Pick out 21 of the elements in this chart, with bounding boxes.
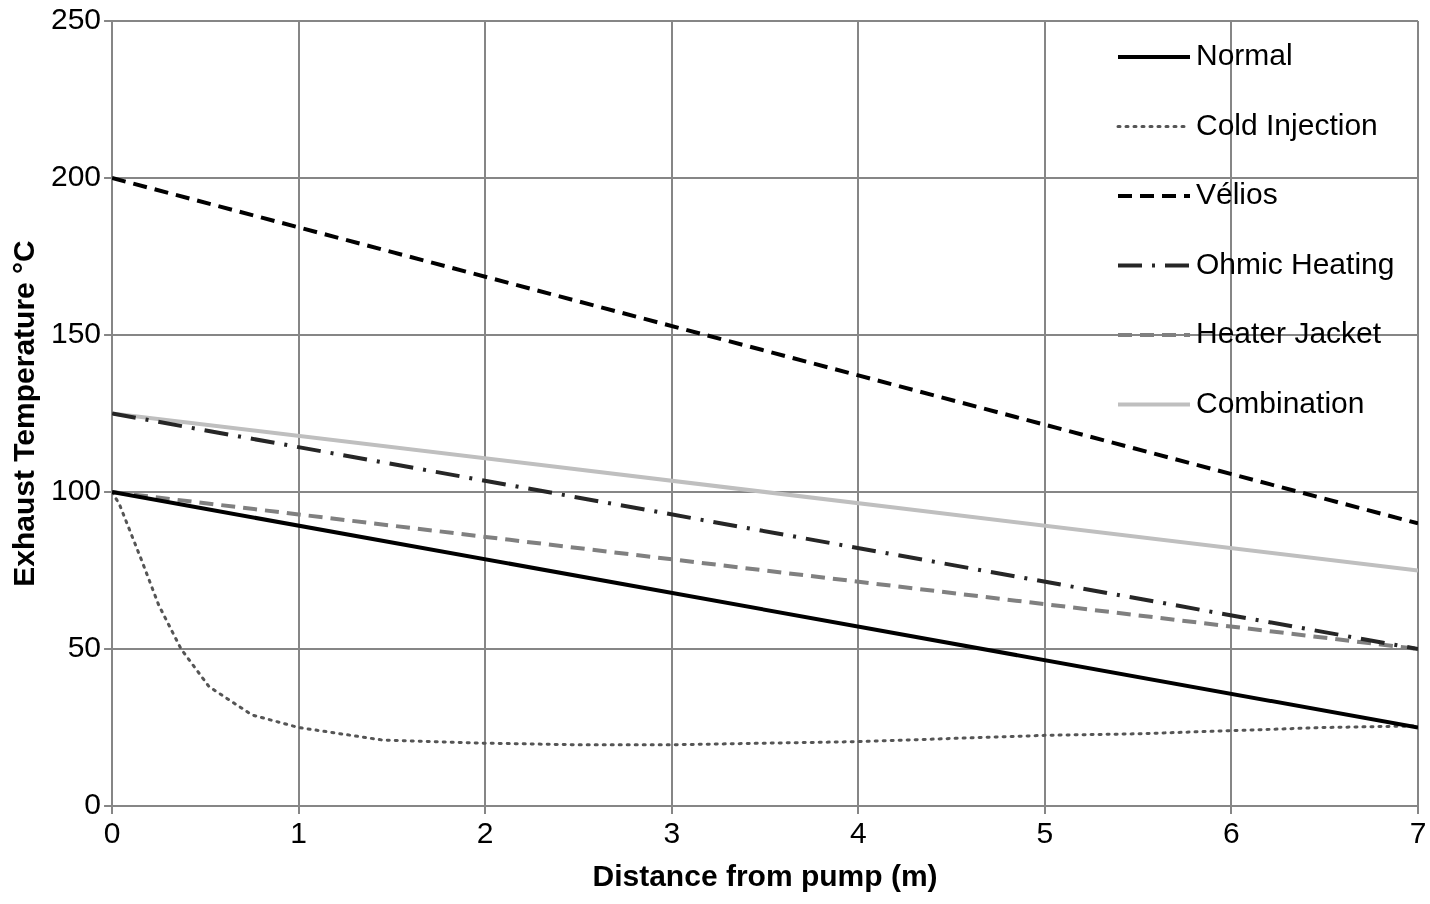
y-tick-label: 250: [50, 2, 102, 36]
legend-label: Ohmic Heating: [1196, 246, 1395, 280]
x-tick-label: 7: [1409, 816, 1427, 850]
legend-label: Heater Jacket: [1196, 316, 1382, 350]
legend-label: Cold Injection: [1196, 107, 1378, 141]
y-axis-title: Exhaust Temperature °C: [7, 240, 41, 587]
y-tick-label: 150: [50, 316, 102, 350]
x-tick-label: 3: [663, 816, 681, 850]
legend-label: Vélios: [1196, 177, 1278, 211]
x-axis-title: Distance from pump (m): [592, 859, 938, 893]
y-tick-label: 200: [50, 159, 102, 193]
legend-label: Combination: [1196, 385, 1365, 419]
legend-label: Normal: [1196, 38, 1293, 72]
x-tick-label: 2: [476, 816, 494, 850]
y-tick-label: 0: [84, 787, 102, 821]
x-tick-label: 4: [849, 816, 867, 850]
x-tick-label: 6: [1223, 816, 1240, 850]
y-tick-label: 50: [67, 630, 102, 664]
x-tick-label: 5: [1036, 816, 1054, 850]
y-tick-label: 100: [50, 473, 102, 507]
x-tick-label: 1: [290, 816, 307, 850]
